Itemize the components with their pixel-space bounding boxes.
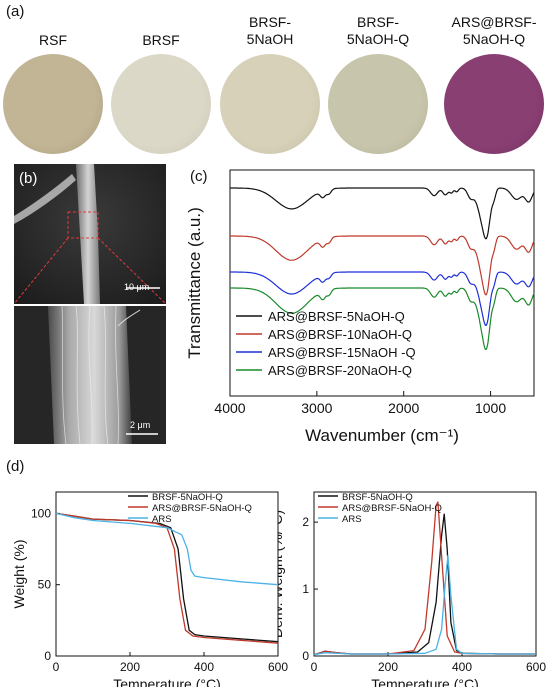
- sample-disc-3: [220, 54, 320, 154]
- ftir-x-tick-label: 1000: [475, 400, 506, 416]
- tga-x-tick-label: 0: [53, 660, 60, 674]
- panel-a-label: (a): [6, 3, 25, 20]
- ftir-plot-frame: [229, 169, 535, 397]
- ftir-x-tick-label: 2000: [388, 400, 419, 416]
- dtg-x-tick-label: 600: [526, 660, 546, 674]
- dtg-x-tick-label: 200: [378, 660, 398, 674]
- tga-y-tick-label: 0: [44, 649, 51, 663]
- tga-y-axis-label: Weight (%): [11, 540, 27, 609]
- tga-y-tick-label: 100: [31, 506, 51, 520]
- dtg-x-tick-label: 400: [452, 660, 472, 674]
- scalebar-label-bottom: 2 μm: [130, 420, 151, 430]
- panel-d-label: (d): [6, 458, 25, 475]
- sample-label-line: 5NaOH-Q: [462, 31, 526, 47]
- sem-low-mag-drawing: [14, 164, 166, 304]
- ftir-x-tick-label: 4000: [214, 400, 245, 416]
- panel-b-label: (b): [19, 170, 38, 187]
- sample-label-line: ARS@BRSF-: [451, 14, 537, 30]
- ftir-x-tick-label: 3000: [301, 400, 332, 416]
- sample-label-5: ARS@BRSF- 5NaOH-Q: [452, 14, 537, 48]
- ftir-series-line: [230, 187, 535, 240]
- ftir-legend-entry: ARS@BRSF-15NaOH -Q: [268, 345, 416, 360]
- sample-disc-4: [328, 54, 428, 154]
- sample-disc-5: [444, 54, 544, 154]
- dtg-y-tick-label: 1: [302, 582, 309, 596]
- sem-high-mag-drawing: [14, 306, 166, 444]
- dtg-legend-entry: BRSF-5NaOH-Q: [342, 492, 413, 503]
- dtg-series-line: [313, 513, 536, 656]
- tga-series-line: [55, 512, 279, 643]
- scalebar-label-top: 10 μm: [124, 282, 150, 292]
- tga-y-tick-label: 50: [38, 578, 52, 592]
- sample-label-4: BRSF- 5NaOH-Q: [347, 14, 409, 48]
- tga-legend-entry: ARS@BRSF-5NaOH-Q: [152, 503, 252, 514]
- dtg-x-axis-label: Temperature (°C): [371, 676, 479, 687]
- dtg-series-line: [313, 554, 536, 656]
- dtg-legend-entry: ARS: [342, 514, 362, 525]
- ftir-legend-entry: ARS@BRSF-20NaOH-Q: [268, 363, 412, 378]
- tga-legend-entry: ARS: [152, 514, 172, 525]
- sample-label-line: BRSF-: [249, 14, 291, 30]
- panel-c-label: (c): [190, 168, 208, 185]
- dtg-legend-entry: ARS@BRSF-5NaOH-Q: [342, 503, 442, 514]
- tga-plot-frame: [55, 491, 279, 657]
- tga-series-line: [55, 512, 279, 586]
- ftir-chart: 4000 3000 2000 1000 Wavenumber (cm⁻¹) Transmi…: [185, 169, 535, 445]
- tga-series-line: [55, 512, 279, 644]
- sem-image-high-mag: 2 μm: [14, 306, 166, 444]
- ftir-legend-entry: ARS@BRSF-5NaOH-Q: [268, 309, 405, 324]
- dtg-plot-frame: [313, 491, 537, 657]
- tga-x-axis-label: Temperature (°C): [113, 676, 221, 687]
- ftir-series-line: [230, 235, 535, 296]
- sample-disc-1: [3, 54, 103, 154]
- dtg-y-tick-label: 2: [302, 515, 309, 529]
- tga-x-tick-label: 600: [268, 660, 288, 674]
- ftir-series-line: [230, 271, 535, 327]
- sample-label-3: BRSF- 5NaOH: [247, 14, 294, 48]
- dtg-chart: 0 200 400 600 0 1 2 Temperature (°C) Deriv. Weig…: [278, 491, 546, 687]
- sample-label-line: RSF: [39, 32, 67, 48]
- sample-label-1: RSF: [39, 32, 67, 49]
- tga-legend-entry: BRSF-5NaOH-Q: [152, 492, 223, 503]
- ftir-x-axis-label: Wavenumber (cm⁻¹): [305, 426, 459, 445]
- ftir-legend-entry: ARS@BRSF-10NaOH-Q: [268, 327, 412, 342]
- ftir-series-line: [230, 287, 535, 351]
- tga-chart: 0 200 400 600 0 50 100 Temperature (°C) Weight (…: [11, 491, 288, 687]
- tga-x-tick-label: 400: [194, 660, 214, 674]
- dtg-y-tick-label: 0: [302, 649, 309, 663]
- sample-disc-2: [111, 54, 211, 154]
- sample-label-line: BRSF: [142, 32, 180, 48]
- ftir-y-axis-label: Transmittance (a.u.): [185, 207, 204, 358]
- dtg-y-axis-label: Deriv. Weight (%/°C): [278, 510, 285, 638]
- sample-label-line: BRSF-: [356, 14, 399, 30]
- sample-label-2: BRSF: [142, 32, 179, 49]
- sem-image-low-mag: 10 μm: [14, 164, 166, 304]
- sample-label-line: 5NaOH-Q: [346, 31, 410, 47]
- dtg-x-tick-label: 0: [311, 660, 318, 674]
- tga-x-tick-label: 200: [120, 660, 140, 674]
- sample-label-line: 5NaOH: [246, 31, 294, 47]
